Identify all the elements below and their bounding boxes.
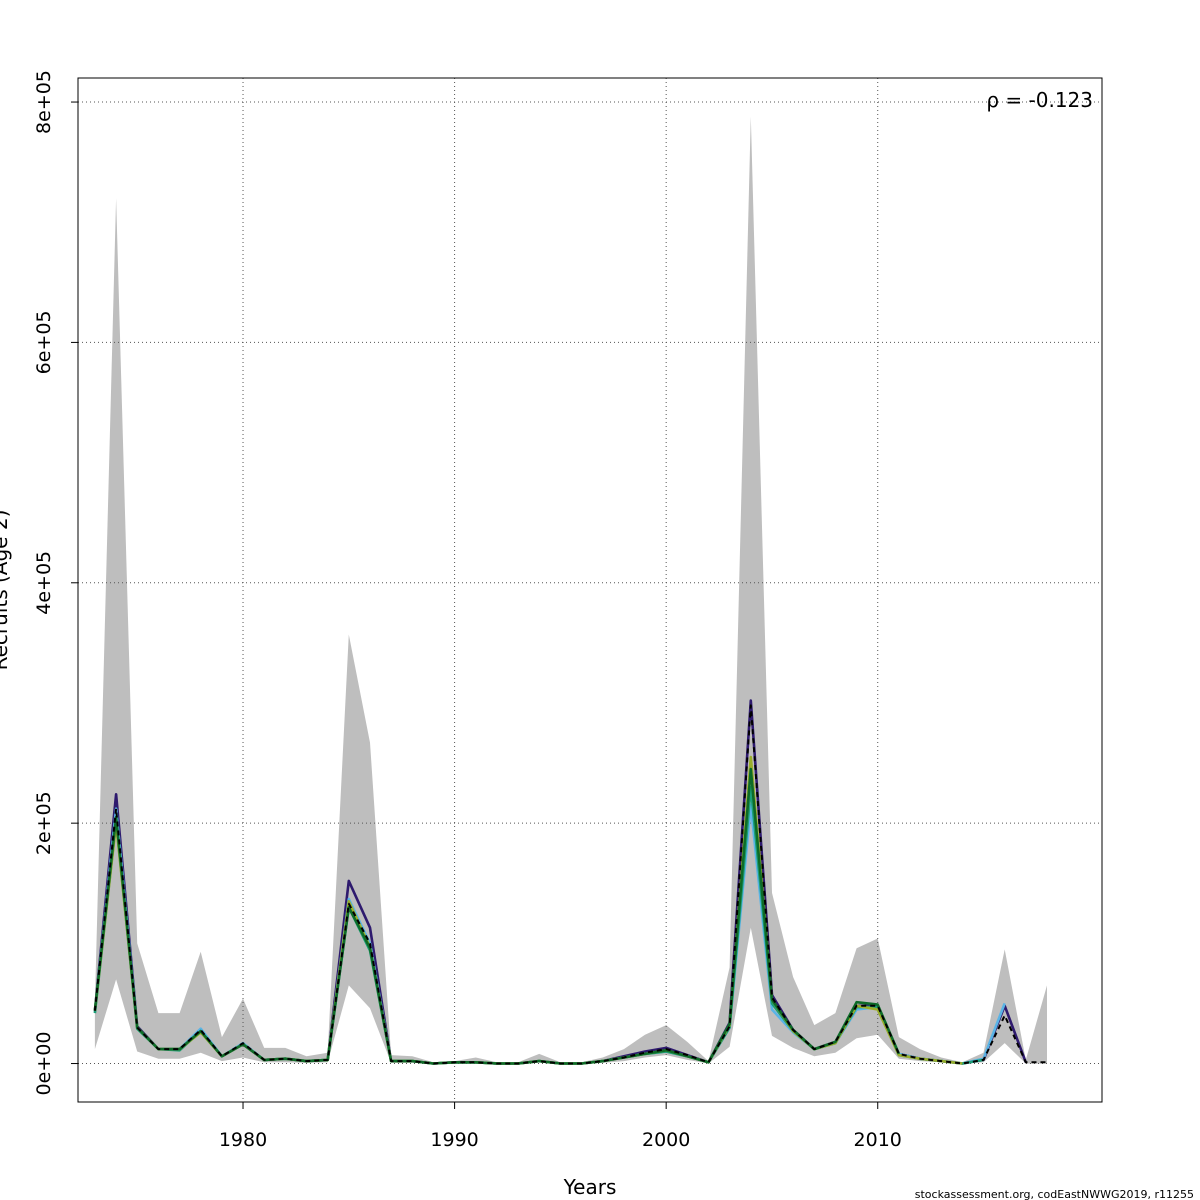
x-tick-label: 1980 <box>219 1129 267 1151</box>
y-axis-title: Recruits (Age 2) <box>0 510 12 671</box>
footer-credit: stockassessment.org, codEastNWWG2019, r1… <box>915 1188 1194 1200</box>
x-axis-title: Years <box>563 1175 617 1199</box>
y-tick-label: 0e+00 <box>33 1032 55 1096</box>
y-tick-label: 8e+05 <box>33 70 55 134</box>
axes-layer: 1980 1990 2000 2010 0e+00 2e+05 4e+05 6e+05 8e+0… <box>33 70 902 1151</box>
series-line-0 <box>93 704 1047 1065</box>
grid-layer <box>78 78 1102 1102</box>
y-tick-label: 6e+05 <box>33 310 55 374</box>
confidence-band <box>94 116 1047 1064</box>
rho-annotation: ρ = -0.123 <box>986 88 1093 112</box>
series-layer <box>93 699 1047 1065</box>
confidence-band-layer <box>94 116 1047 1064</box>
y-tick-label: 4e+05 <box>33 551 55 615</box>
x-tick-label: 2010 <box>854 1129 902 1151</box>
x-tick-label: 1990 <box>430 1129 478 1151</box>
x-tick-label: 2000 <box>642 1129 690 1151</box>
plot-frame <box>77 77 1103 1103</box>
y-tick-label: 2e+05 <box>33 791 55 855</box>
